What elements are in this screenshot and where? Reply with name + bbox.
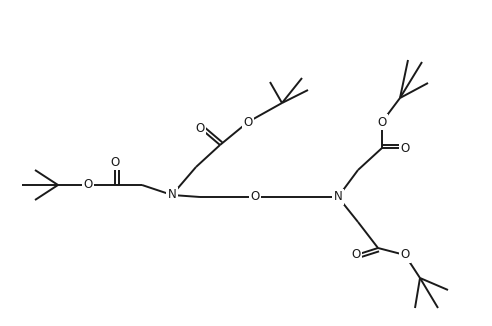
Text: O: O: [244, 115, 252, 128]
Text: O: O: [110, 156, 120, 169]
Text: O: O: [250, 190, 260, 203]
Text: O: O: [400, 141, 410, 155]
Text: N: N: [168, 188, 176, 201]
Text: O: O: [83, 179, 92, 191]
Text: N: N: [334, 190, 342, 203]
Text: O: O: [377, 115, 387, 128]
Text: O: O: [400, 248, 410, 261]
Text: O: O: [351, 248, 361, 261]
Text: O: O: [195, 122, 205, 135]
